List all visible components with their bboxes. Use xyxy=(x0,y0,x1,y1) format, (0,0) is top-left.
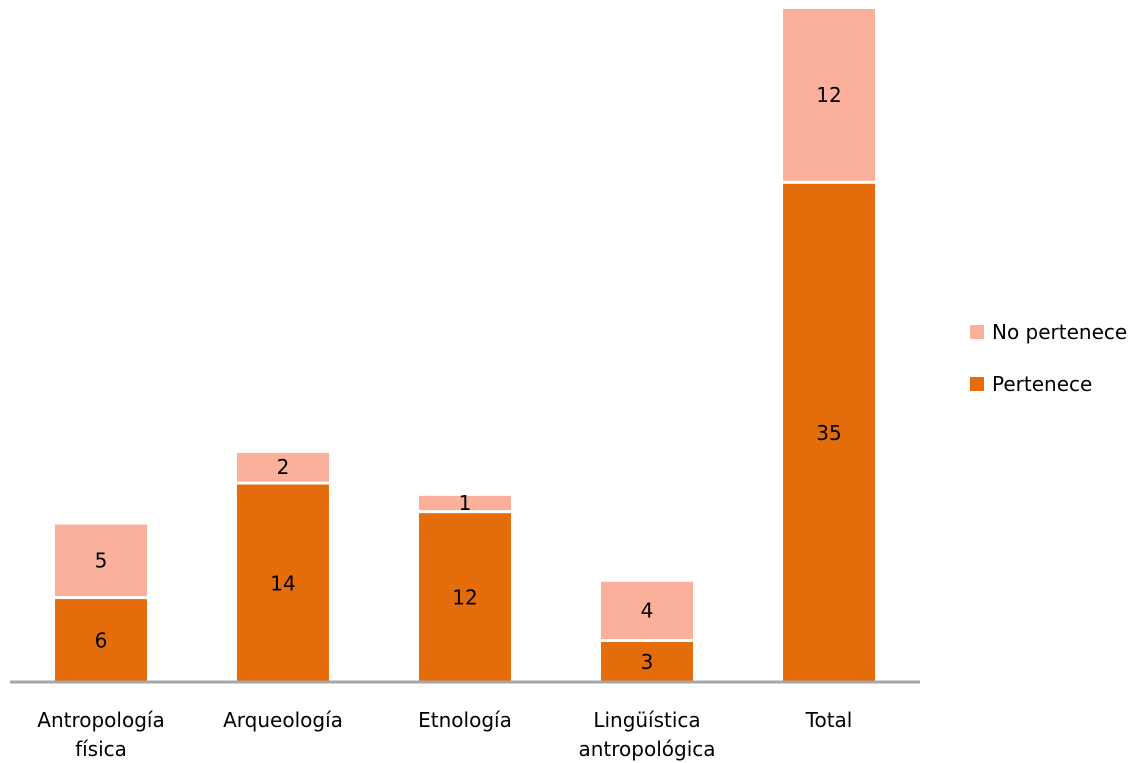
x-tick-labels-layer: Antropología física Arqueología Etnología Li… xyxy=(37,708,852,761)
bar-pertenece-arqueologia xyxy=(237,484,329,682)
legend: No pertenece Pertenece xyxy=(970,318,1127,422)
bar-no-pertenece-etnologia xyxy=(419,495,511,511)
data-label-pertenece-etnologia: 12 xyxy=(452,586,477,610)
data-label-pertenece-antropologia-fisica: 6 xyxy=(95,629,108,653)
bar-no-pertenece-linguistica-antropologica xyxy=(601,581,693,640)
data-label-pertenece-total: 35 xyxy=(816,421,841,445)
bars-layer xyxy=(55,9,875,683)
x-tick-label-linguistica-antropologica: Lingüística antropológica xyxy=(578,708,715,761)
legend-label-pertenece: Pertenece xyxy=(992,372,1093,396)
bar-no-pertenece-arqueologia xyxy=(237,452,329,482)
data-label-no-pertenece-total: 12 xyxy=(816,83,841,107)
data-label-no-pertenece-etnologia: 1 xyxy=(459,491,472,515)
legend-swatch-pertenece xyxy=(970,377,984,391)
bar-pertenece-total xyxy=(783,183,875,683)
legend-label-no-pertenece: No pertenece xyxy=(992,320,1128,344)
bar-pertenece-etnologia xyxy=(419,513,511,682)
x-tick-label-antropologia-fisica: Antropología física xyxy=(37,708,164,761)
data-label-no-pertenece-antropologia-fisica: 5 xyxy=(95,548,108,572)
bar-pertenece-linguistica-antropologica xyxy=(601,642,693,682)
data-label-pertenece-arqueologia: 14 xyxy=(270,571,295,595)
bar-no-pertenece-total xyxy=(783,9,875,181)
x-tick-label-total: Total xyxy=(805,708,853,732)
data-label-no-pertenece-linguistica-antropologica: 4 xyxy=(641,598,654,622)
x-tick-label-etnologia: Etnología xyxy=(418,708,512,732)
bar-no-pertenece-antropologia-fisica xyxy=(55,524,147,597)
data-labels-layer: 6 5 14 2 12 1 3 4 35 12 xyxy=(95,83,842,674)
legend-item-pertenece: Pertenece xyxy=(970,370,1127,398)
data-label-pertenece-linguistica-antropologica: 3 xyxy=(641,650,654,674)
x-tick-label-arqueologia: Arqueología xyxy=(223,708,343,732)
bar-pertenece-antropologia-fisica xyxy=(55,599,147,682)
legend-swatch-no-pertenece xyxy=(970,325,984,339)
legend-item-no-pertenece: No pertenece xyxy=(970,318,1127,346)
data-label-no-pertenece-arqueologia: 2 xyxy=(277,455,290,479)
